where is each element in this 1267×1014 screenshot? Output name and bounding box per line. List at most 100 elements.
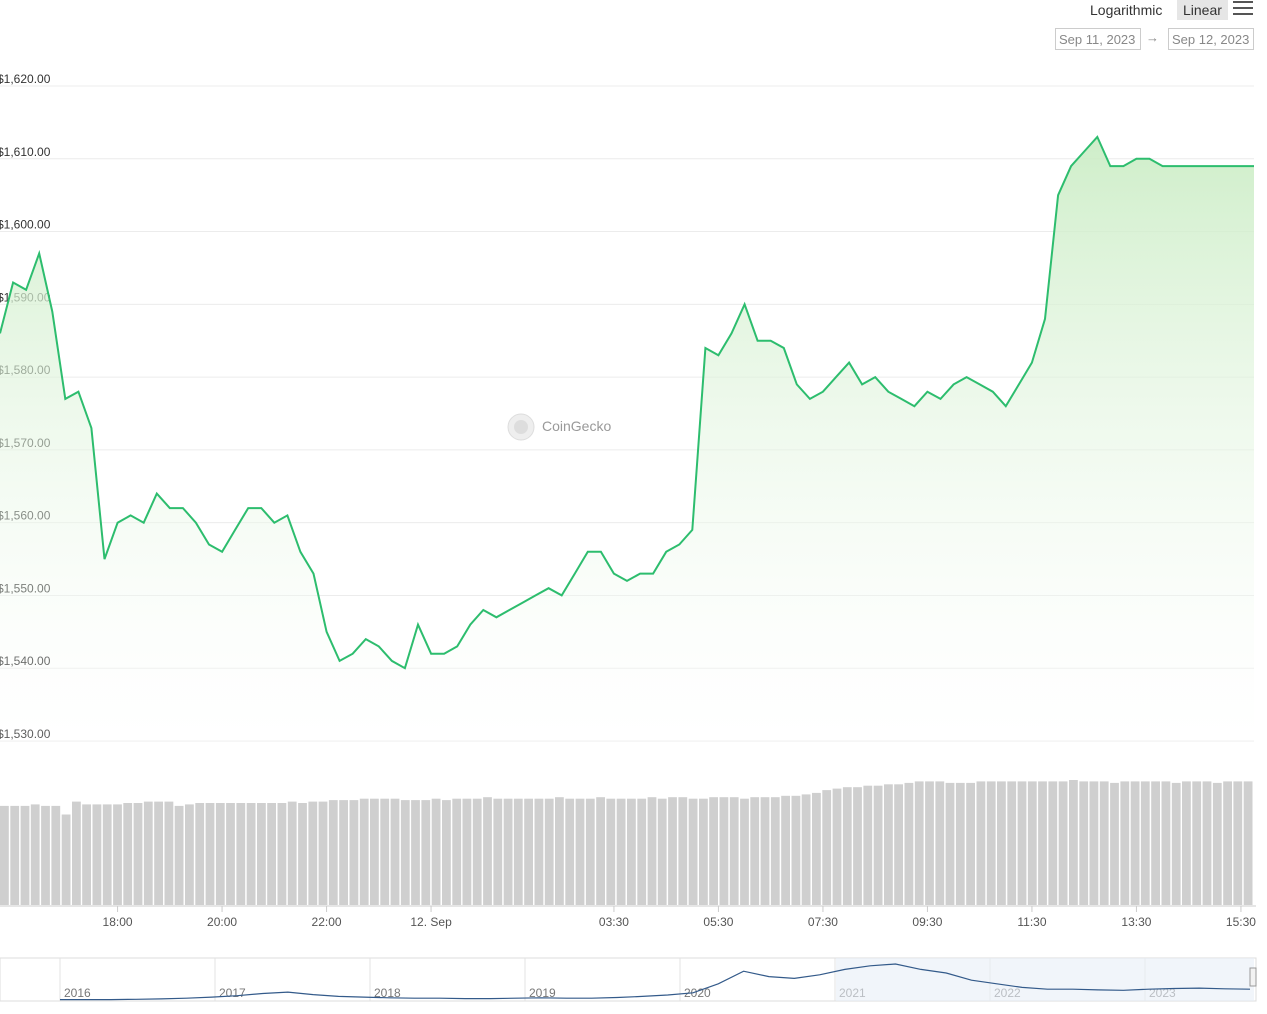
x-tick-label: 03:30 — [599, 915, 629, 929]
volume-bar — [1038, 781, 1047, 905]
volume-bar — [267, 803, 276, 905]
volume-bar — [1069, 780, 1078, 905]
volume-bar — [236, 803, 246, 905]
volume-bar — [1243, 781, 1253, 905]
volume-bar — [277, 803, 287, 905]
volume-bar — [1110, 782, 1119, 905]
volume-bar — [925, 781, 934, 905]
volume-bar — [462, 798, 472, 905]
volume-bar — [51, 805, 61, 905]
hamburger-menu-icon[interactable] — [1233, 1, 1253, 17]
volume-bar — [1223, 781, 1232, 905]
volume-bar — [997, 781, 1006, 905]
navigator-line — [60, 963, 1251, 1001]
range-navigator: 20162017201820192020202120222023 — [0, 957, 1257, 1002]
volume-bar — [770, 797, 780, 905]
volume-bar — [164, 801, 174, 905]
x-tick-label: 22:00 — [312, 915, 342, 929]
volume-bar — [812, 792, 821, 905]
volume-bar — [493, 798, 503, 905]
date-to-input[interactable]: Sep 12, 2023 — [1168, 28, 1254, 50]
price-area — [0, 136, 1254, 741]
y-tick-label: $1,600.00 — [0, 218, 51, 232]
volume-bar — [1089, 781, 1099, 905]
volume-bar — [82, 804, 91, 905]
volume-bar — [411, 800, 420, 905]
volume-bar — [585, 798, 595, 905]
y-tick-label: $1,610.00 — [0, 145, 51, 159]
volume-bar — [822, 790, 832, 905]
volume-bar — [1120, 781, 1130, 905]
volume-bar — [842, 787, 852, 905]
volume-bar — [1182, 781, 1191, 905]
volume-bar — [1151, 781, 1160, 905]
watermark-text: CoinGecko — [542, 418, 611, 434]
volume-bar — [914, 781, 924, 905]
volume-bar — [544, 798, 554, 905]
volume-bar — [431, 798, 441, 905]
volume-bar — [472, 798, 482, 905]
volume-bar — [226, 803, 235, 905]
date-from-input[interactable]: Sep 11, 2023 — [1055, 28, 1141, 50]
x-tick-label: 15:30 — [1226, 915, 1256, 929]
volume-bars — [0, 780, 1253, 905]
logarithmic-scale-button[interactable]: Logarithmic — [1090, 2, 1163, 18]
volume-bar — [760, 797, 770, 905]
volume-bar — [0, 805, 9, 905]
volume-bar — [20, 805, 30, 905]
volume-bar — [195, 803, 205, 905]
volume-bar — [318, 801, 328, 905]
y-tick-label: $1,620.00 — [0, 72, 51, 86]
x-tick-label: 11:30 — [1017, 915, 1046, 929]
volume-bar — [133, 803, 143, 905]
volume-bar — [185, 804, 194, 905]
volume-bar — [637, 798, 647, 905]
navigator-year-label: 2018 — [374, 986, 401, 1000]
volume-bar — [370, 798, 379, 905]
volume-bar — [390, 798, 400, 905]
volume-bar — [102, 804, 112, 905]
volume-bar — [955, 782, 965, 905]
x-tick-label: 20:00 — [207, 915, 237, 929]
volume-bar — [699, 798, 708, 905]
volume-bar — [966, 782, 975, 905]
x-tick-label: 13:30 — [1121, 915, 1151, 929]
x-axis-ticks: 18:00 20:00 22:00 12. Sep 03:30 05:30 07:30 09:… — [103, 906, 1256, 929]
volume-bar — [205, 803, 215, 905]
volume-bar — [174, 805, 184, 905]
volume-bar — [524, 798, 533, 905]
volume-bar — [1027, 781, 1037, 905]
volume-bar — [349, 800, 359, 905]
volume-bar — [1017, 781, 1027, 905]
chart-toolbar: Logarithmic Linear Sep 11, 2023 → Sep 12… — [0, 0, 1267, 60]
volume-bar — [627, 798, 636, 905]
volume-bar — [863, 785, 873, 905]
volume-bar — [801, 794, 811, 905]
volume-bar — [92, 804, 102, 905]
volume-bar — [740, 798, 749, 905]
volume-bar — [1140, 781, 1150, 905]
volume-bar — [884, 784, 893, 905]
volume-bar — [750, 797, 760, 905]
volume-bar — [400, 800, 410, 905]
volume-bar — [339, 800, 348, 905]
volume-bar — [246, 803, 256, 905]
navigator-handle[interactable] — [1249, 967, 1257, 987]
volume-bar — [113, 804, 122, 905]
linear-scale-button[interactable]: Linear — [1177, 0, 1228, 20]
volume-bar — [606, 798, 616, 905]
volume-bar — [1233, 781, 1243, 905]
volume-bar — [853, 787, 862, 905]
volume-bar — [1161, 781, 1171, 905]
volume-bar — [678, 797, 688, 905]
volume-bar — [729, 797, 739, 905]
navigator-year-label: 2019 — [529, 986, 556, 1000]
volume-bar — [781, 795, 790, 905]
volume-bar — [287, 801, 297, 905]
volume-bar — [565, 798, 575, 905]
volume-bar — [452, 798, 462, 905]
volume-bar — [1048, 781, 1058, 905]
volume-bar — [328, 800, 338, 905]
volume-bar — [442, 800, 451, 905]
